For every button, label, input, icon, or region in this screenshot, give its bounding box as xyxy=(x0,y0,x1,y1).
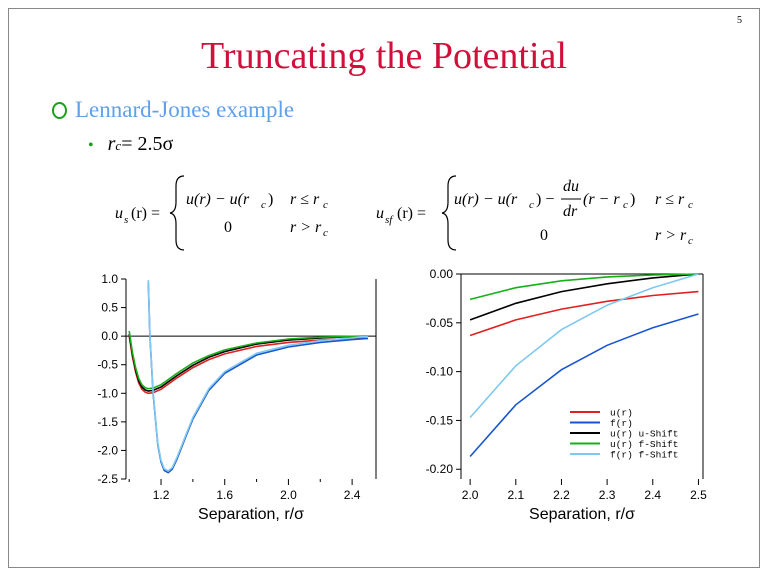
ring-bullet-icon xyxy=(52,101,67,119)
us-cond2-sub: c xyxy=(323,227,328,239)
us-case1: u(r) − u(r xyxy=(186,191,250,208)
us-cond2: r > r xyxy=(290,219,322,236)
cutoff-r-sub: c xyxy=(115,138,122,153)
us-cond1: r ≤ r xyxy=(290,191,320,208)
bullet-lennard-jones: Lennard-Jones example xyxy=(52,95,294,125)
equation-us: u s (r) = u(r) − u(r c ) r ≤ r c 0 r > r… xyxy=(115,175,328,251)
y-tick-label: -0.20 xyxy=(426,462,454,476)
y-tick-label: -1.0 xyxy=(97,386,118,400)
legend-label: u(r) xyxy=(610,408,633,419)
usf-case1-b: (r − r xyxy=(583,191,620,208)
cutoff-r: r xyxy=(107,133,116,155)
usf-lhs: u xyxy=(376,205,384,222)
us-lhs: u xyxy=(115,205,123,222)
usf-frac-den: dr xyxy=(563,203,578,220)
y-tick-label: -0.5 xyxy=(97,358,118,372)
chart-full-potential: 1.0 0.5 0.0 -0.5 -1.0 -1.5 -2.0 -2.5 1.2 1.6 2.0 2.… xyxy=(97,272,377,523)
y-tick-label: -1.5 xyxy=(97,415,118,429)
us-case1-end: ) xyxy=(268,191,273,208)
series-line-u xyxy=(128,335,369,395)
series-line-u-fshift xyxy=(128,330,369,390)
usf-case1-b-end: ) xyxy=(630,191,635,208)
bullet-lennard-jones-text: Lennard-Jones example xyxy=(75,97,295,122)
us-arg: (r) = xyxy=(131,205,160,222)
x-tick-label: 2.4 xyxy=(644,488,661,502)
y-tick-label: -2.5 xyxy=(97,472,118,486)
us-brace xyxy=(169,175,185,251)
x-tick-label: 1.6 xyxy=(216,488,233,502)
x-tick-label: 1.2 xyxy=(153,488,170,502)
y-tick-label: -0.15 xyxy=(426,413,454,427)
usf-arg: (r) = xyxy=(397,205,426,222)
usf-frac-num: du xyxy=(563,178,579,195)
legend-label: f(r) f-Shift xyxy=(610,450,678,461)
equation-usf: u sf (r) = u(r) − u(r c ) − du dr (r − r… xyxy=(376,175,693,251)
us-case2: 0 xyxy=(224,219,232,236)
series-line-f xyxy=(469,313,699,458)
x-tick-label: 2.0 xyxy=(462,488,479,502)
series-line-f xyxy=(147,281,369,474)
legend-label: u(r) u-Shift xyxy=(610,429,678,440)
series-line-u-shift xyxy=(469,273,699,321)
usf-case1-a: u(r) − u(r xyxy=(454,191,518,208)
y-tick-label: 1.0 xyxy=(101,272,118,286)
usf-brace xyxy=(441,175,457,251)
x-axis-label: Separation, r/σ xyxy=(529,506,635,523)
slide-title: Truncating the Potential xyxy=(201,35,567,77)
usf-cond1: r ≤ r xyxy=(655,191,685,208)
y-tick-label: 0.0 xyxy=(101,329,118,343)
y-tick-label: -0.10 xyxy=(426,365,454,379)
page-number: 5 xyxy=(737,15,742,26)
usf-case1-b-sub: c xyxy=(623,199,628,211)
x-tick-label: 2.5 xyxy=(690,488,707,502)
series-line-u xyxy=(469,290,699,337)
series-line-u-shift xyxy=(128,333,369,392)
usf-case1-a-end: ) − xyxy=(536,191,554,208)
usf-case2: 0 xyxy=(540,227,548,244)
usf-cond2-sub: c xyxy=(688,235,693,247)
series-line-u-fshift xyxy=(469,273,699,301)
usf-sub: sf xyxy=(385,214,394,226)
series-line-f-fshift xyxy=(147,280,369,472)
x-tick-label: 2.3 xyxy=(599,488,616,502)
x-tick-label: 2.1 xyxy=(507,488,524,502)
series-line-f-fshift xyxy=(469,273,699,419)
y-tick-label: -0.05 xyxy=(426,316,454,330)
legend-label: u(r) f-Shift xyxy=(610,439,678,450)
x-axis-label: Separation, r/σ xyxy=(198,506,304,523)
y-tick-label: -2.0 xyxy=(97,443,118,457)
dot-bullet-icon: • xyxy=(88,137,94,154)
x-tick-label: 2.2 xyxy=(553,488,570,502)
us-cond1-sub: c xyxy=(323,199,328,211)
y-tick-label: 0.5 xyxy=(101,301,118,315)
usf-cond1-sub: c xyxy=(688,199,693,211)
x-tick-label: 2.0 xyxy=(280,488,297,502)
x-tick-label: 2.4 xyxy=(344,488,361,502)
us-sub: s xyxy=(124,214,128,226)
slide-frame xyxy=(8,8,760,568)
us-case1-sub: c xyxy=(261,199,266,211)
usf-cond2: r > r xyxy=(655,227,687,244)
y-tick-label: 0.00 xyxy=(430,267,454,281)
chart-tail-zoom: 0.00 -0.05 -0.10 -0.15 -0.20 2.0 2.1 2.2 2.3 2.4 2… xyxy=(426,267,707,523)
legend-label: f(r) xyxy=(610,418,633,429)
cutoff-value: = 2.5σ xyxy=(121,133,174,155)
usf-case1-a-sub: c xyxy=(529,199,534,211)
